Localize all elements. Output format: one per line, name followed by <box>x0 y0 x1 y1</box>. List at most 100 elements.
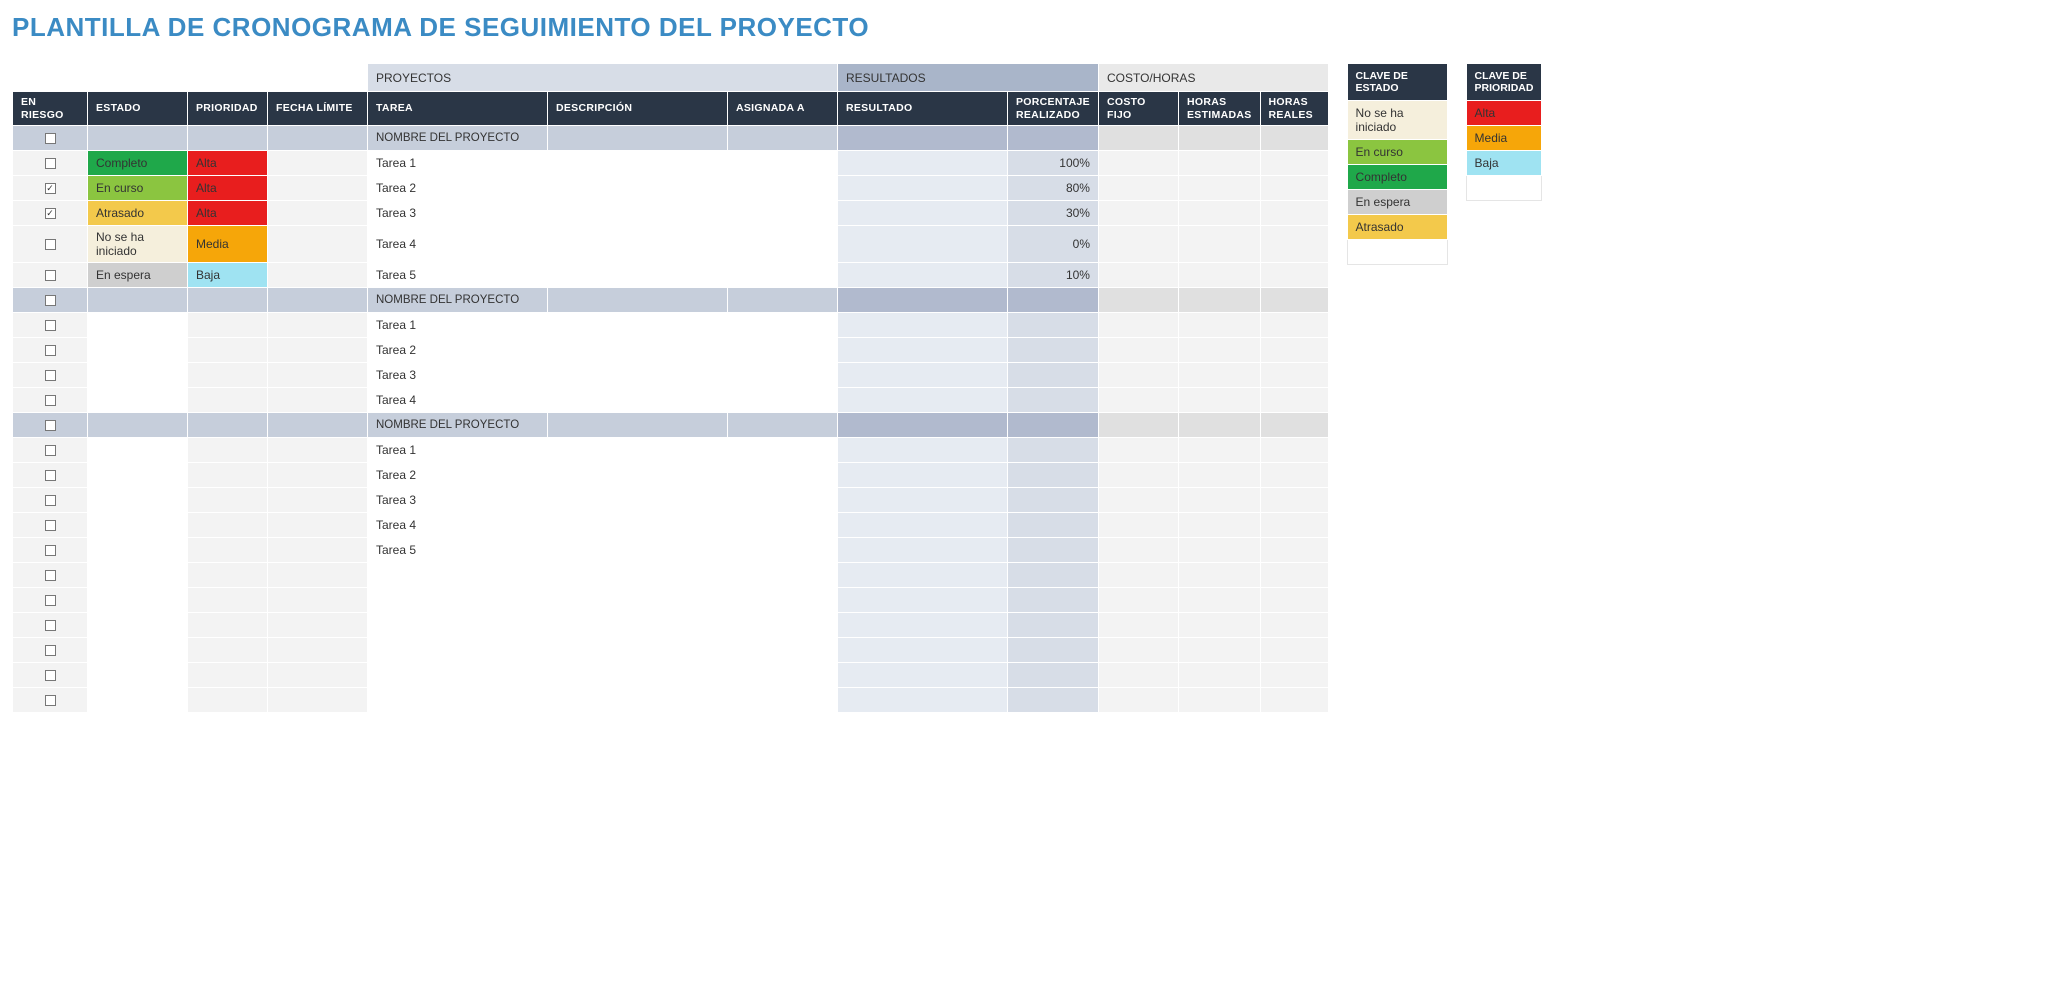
status-cell[interactable] <box>88 388 187 412</box>
description-cell[interactable] <box>548 363 727 387</box>
hours-real-cell[interactable] <box>1261 538 1328 562</box>
status-cell[interactable] <box>88 338 187 362</box>
hours-real-cell[interactable] <box>1261 313 1328 337</box>
pct-cell[interactable]: 100% <box>1008 151 1098 175</box>
priority-cell[interactable]: Alta <box>188 176 267 200</box>
risk-checkbox[interactable] <box>45 545 56 556</box>
deadline-cell[interactable] <box>268 613 367 637</box>
risk-checkbox[interactable] <box>45 695 56 706</box>
risk-checkbox[interactable] <box>45 470 56 481</box>
cost-cell[interactable] <box>1099 388 1178 412</box>
assigned-cell[interactable] <box>728 438 837 462</box>
pct-cell[interactable] <box>1008 688 1098 712</box>
hours-real-cell[interactable] <box>1261 338 1328 362</box>
pct-cell[interactable] <box>1008 513 1098 537</box>
pct-cell[interactable] <box>1008 588 1098 612</box>
description-cell[interactable] <box>548 263 727 287</box>
cost-cell[interactable] <box>1099 201 1178 225</box>
priority-cell[interactable]: Media <box>188 226 267 262</box>
assigned-cell[interactable] <box>728 263 837 287</box>
hours-estimated-cell[interactable] <box>1179 388 1260 412</box>
priority-cell[interactable] <box>188 463 267 487</box>
hours-estimated-cell[interactable] <box>1179 226 1260 262</box>
status-cell[interactable] <box>88 663 187 687</box>
assigned-cell[interactable] <box>728 638 837 662</box>
risk-checkbox[interactable] <box>45 595 56 606</box>
assigned-cell[interactable] <box>728 663 837 687</box>
cost-cell[interactable] <box>1099 438 1178 462</box>
hours-estimated-cell[interactable] <box>1179 513 1260 537</box>
pct-cell[interactable] <box>1008 613 1098 637</box>
deadline-cell[interactable] <box>268 388 367 412</box>
pct-cell[interactable] <box>1008 313 1098 337</box>
cost-cell[interactable] <box>1099 226 1178 262</box>
risk-checkbox[interactable] <box>45 620 56 631</box>
deadline-cell[interactable] <box>268 563 367 587</box>
cost-cell[interactable] <box>1099 538 1178 562</box>
cost-cell[interactable] <box>1099 613 1178 637</box>
project-name-cell[interactable]: NOMBRE DEL PROYECTO <box>368 288 547 312</box>
risk-checkbox[interactable] <box>45 395 56 406</box>
status-cell[interactable] <box>88 688 187 712</box>
priority-cell[interactable] <box>188 513 267 537</box>
result-cell[interactable] <box>838 313 1007 337</box>
task-cell[interactable]: Tarea 4 <box>368 226 547 262</box>
deadline-cell[interactable] <box>268 176 367 200</box>
hours-estimated-cell[interactable] <box>1179 438 1260 462</box>
cost-cell[interactable] <box>1099 513 1178 537</box>
priority-cell[interactable] <box>188 363 267 387</box>
pct-cell[interactable]: 10% <box>1008 263 1098 287</box>
task-cell[interactable]: Tarea 4 <box>368 513 547 537</box>
status-cell[interactable] <box>88 563 187 587</box>
task-cell[interactable]: Tarea 2 <box>368 463 547 487</box>
result-cell[interactable] <box>838 226 1007 262</box>
hours-estimated-cell[interactable] <box>1179 638 1260 662</box>
deadline-cell[interactable] <box>268 588 367 612</box>
deadline-cell[interactable] <box>268 488 367 512</box>
risk-checkbox[interactable]: ✓ <box>45 183 56 194</box>
risk-checkbox[interactable] <box>45 345 56 356</box>
hours-real-cell[interactable] <box>1261 488 1328 512</box>
description-cell[interactable] <box>548 638 727 662</box>
hours-estimated-cell[interactable] <box>1179 663 1260 687</box>
assigned-cell[interactable] <box>728 513 837 537</box>
deadline-cell[interactable] <box>268 438 367 462</box>
description-cell[interactable] <box>548 563 727 587</box>
result-cell[interactable] <box>838 263 1007 287</box>
status-cell[interactable] <box>88 438 187 462</box>
cost-cell[interactable] <box>1099 563 1178 587</box>
priority-cell[interactable] <box>188 563 267 587</box>
cost-cell[interactable] <box>1099 663 1178 687</box>
status-cell[interactable]: Completo <box>88 151 187 175</box>
priority-cell[interactable] <box>188 538 267 562</box>
assigned-cell[interactable] <box>728 563 837 587</box>
hours-estimated-cell[interactable] <box>1179 201 1260 225</box>
status-cell[interactable] <box>88 613 187 637</box>
cost-cell[interactable] <box>1099 338 1178 362</box>
deadline-cell[interactable] <box>268 201 367 225</box>
deadline-cell[interactable] <box>268 663 367 687</box>
description-cell[interactable] <box>548 688 727 712</box>
description-cell[interactable] <box>548 388 727 412</box>
priority-cell[interactable]: Baja <box>188 263 267 287</box>
project-name-cell[interactable]: NOMBRE DEL PROYECTO <box>368 413 547 437</box>
pct-cell[interactable] <box>1008 388 1098 412</box>
deadline-cell[interactable] <box>268 263 367 287</box>
pct-cell[interactable] <box>1008 563 1098 587</box>
risk-checkbox[interactable] <box>45 295 56 306</box>
risk-checkbox[interactable] <box>45 270 56 281</box>
deadline-cell[interactable] <box>268 463 367 487</box>
description-cell[interactable] <box>548 538 727 562</box>
status-cell[interactable]: En curso <box>88 176 187 200</box>
assigned-cell[interactable] <box>728 226 837 262</box>
deadline-cell[interactable] <box>268 151 367 175</box>
hours-real-cell[interactable] <box>1261 226 1328 262</box>
task-cell[interactable] <box>368 563 547 587</box>
hours-real-cell[interactable] <box>1261 201 1328 225</box>
hours-estimated-cell[interactable] <box>1179 613 1260 637</box>
task-cell[interactable]: Tarea 5 <box>368 538 547 562</box>
result-cell[interactable] <box>838 563 1007 587</box>
result-cell[interactable] <box>838 463 1007 487</box>
risk-checkbox[interactable] <box>45 520 56 531</box>
assigned-cell[interactable] <box>728 588 837 612</box>
